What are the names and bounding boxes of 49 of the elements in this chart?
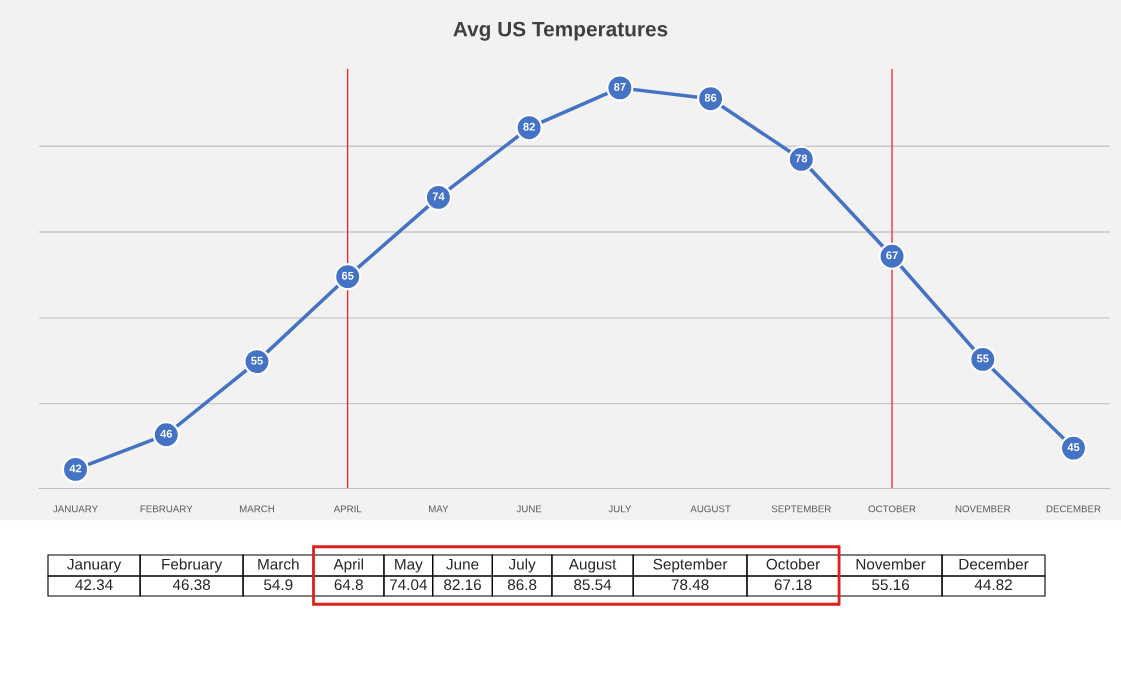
- text: 46.38: [172, 579, 211, 591]
- text: July: [508, 558, 536, 573]
- text: 74.04: [390, 579, 427, 591]
- data-label: 74: [432, 192, 445, 201]
- text: April: [333, 558, 363, 573]
- x-tick-label: OCTOBER: [868, 505, 916, 513]
- text: May: [395, 558, 423, 573]
- data-label: 65: [341, 271, 354, 280]
- text: 64.8: [334, 579, 363, 591]
- text: 78.48: [671, 579, 709, 591]
- text: 54.9: [264, 579, 293, 591]
- x-tick-label: FEBRUARY: [140, 505, 193, 513]
- text: 85.54: [574, 579, 612, 591]
- text: February: [162, 558, 223, 573]
- x-tick-label: MARCH: [239, 505, 275, 513]
- x-tick-label: NOVEMBER: [955, 505, 1011, 513]
- text: November: [856, 558, 926, 570]
- x-tick-label: JUNE: [516, 505, 542, 513]
- text: 67.18: [774, 579, 812, 591]
- data-label: 78: [795, 154, 808, 163]
- x-tick-label: DECEMBER: [1046, 505, 1101, 513]
- text: 42.34: [75, 579, 113, 591]
- data-label: 42: [69, 464, 82, 473]
- data-label: 87: [614, 82, 626, 91]
- data-label: 82: [523, 122, 535, 131]
- x-tick-label: SEPTEMBER: [771, 505, 831, 513]
- data-label: 45: [1067, 443, 1080, 452]
- data-label: 55: [976, 354, 989, 363]
- text: September: [653, 558, 728, 573]
- data-label: 46: [160, 429, 173, 438]
- data-label: 86: [704, 93, 717, 102]
- text: August: [568, 558, 617, 573]
- chart-title: Avg US Temperatures: [453, 21, 668, 41]
- data-label: 55: [251, 356, 263, 365]
- text: January: [67, 558, 122, 573]
- text: 55.16: [872, 579, 910, 591]
- text: 44.82: [974, 579, 1012, 591]
- text: October: [766, 558, 820, 570]
- x-tick-label: AUGUST: [690, 505, 731, 513]
- x-tick-label: APRIL: [333, 505, 362, 513]
- x-tick-label: JULY: [608, 505, 632, 513]
- data-label: 67: [886, 251, 898, 260]
- x-tick-label: JANUARY: [53, 505, 98, 513]
- text: 82.16: [444, 579, 481, 591]
- text: December: [959, 558, 1029, 570]
- text: March: [258, 558, 299, 570]
- x-tick-label: MAY: [429, 505, 449, 513]
- text: June: [446, 558, 479, 570]
- text: 86.8: [507, 579, 537, 591]
